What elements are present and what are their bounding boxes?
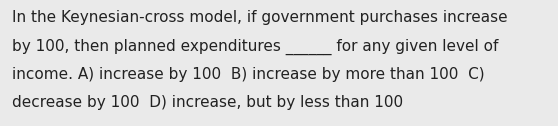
Text: In the Keynesian-cross model, if government purchases increase: In the Keynesian-cross model, if governm… xyxy=(12,10,508,25)
Text: decrease by 100  D) increase, but by less than 100: decrease by 100 D) increase, but by less… xyxy=(12,95,403,110)
Text: income. A) increase by 100  B) increase by more than 100  C): income. A) increase by 100 B) increase b… xyxy=(12,67,485,82)
Text: by 100, then planned expenditures ______ for any given level of: by 100, then planned expenditures ______… xyxy=(12,38,499,55)
